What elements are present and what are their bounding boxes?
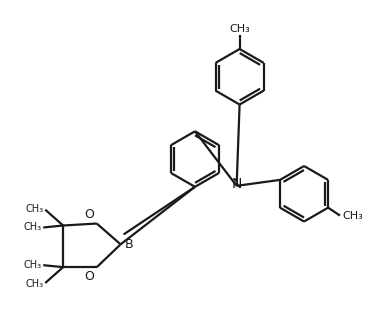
Text: CH₃: CH₃ bbox=[23, 221, 41, 231]
Text: CH₃: CH₃ bbox=[342, 211, 363, 220]
Text: O: O bbox=[84, 270, 94, 283]
Text: O: O bbox=[84, 207, 94, 220]
Text: CH₃: CH₃ bbox=[229, 24, 250, 34]
Text: CH₃: CH₃ bbox=[25, 279, 43, 289]
Text: B: B bbox=[124, 238, 133, 251]
Text: CH₃: CH₃ bbox=[23, 260, 41, 270]
Text: N: N bbox=[232, 177, 242, 191]
Text: CH₃: CH₃ bbox=[25, 204, 43, 214]
